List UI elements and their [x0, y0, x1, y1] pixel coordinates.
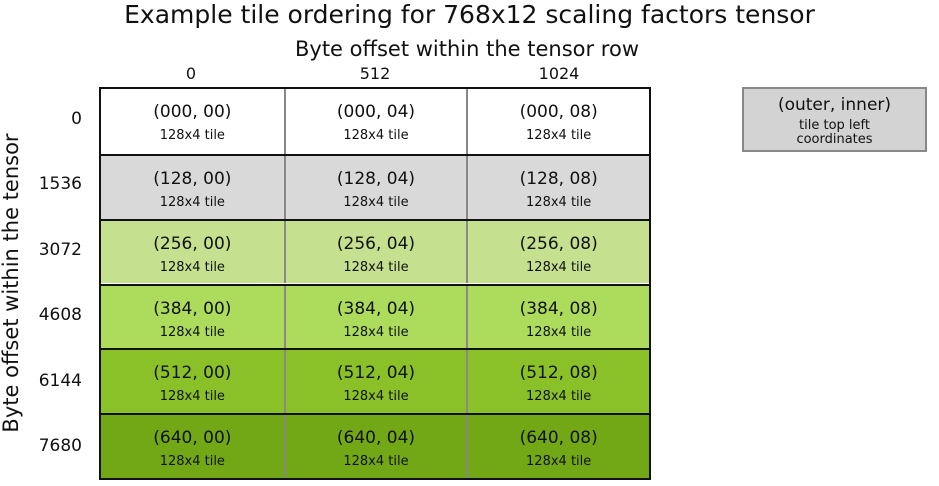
- tile-size-label: 128x4 tile: [159, 259, 225, 275]
- tile-coordinates: (512, 08): [519, 363, 598, 384]
- tile-row-3: (384, 00) 128x4 tile (384, 04) 128x4 tile (3…: [101, 283, 649, 349]
- tile-coordinates: (128, 08): [519, 168, 598, 189]
- tile-row-0: (000, 00) 128x4 tile (000, 04) 128x4 tile (0…: [101, 89, 649, 154]
- tile-coordinates: (640, 04): [336, 428, 416, 449]
- tile-size-label: 128x4 tile: [159, 324, 225, 340]
- tile-coordinates: (640, 08): [519, 428, 598, 449]
- tile-cell: (512, 04) 128x4 tile: [283, 350, 467, 414]
- tile-size-label: 128x4 tile: [526, 389, 592, 405]
- column-tick-512: 512: [359, 64, 391, 83]
- legend-description-line1: tile top left: [799, 118, 870, 133]
- row-tick-3072: 3072: [38, 240, 82, 260]
- tile-row-5: (640, 00) 128x4 tile (640, 04) 128x4 tile (6…: [101, 413, 649, 478]
- tile-cell: (384, 08) 128x4 tile: [466, 285, 649, 349]
- tile-size-label: 128x4 tile: [526, 454, 592, 470]
- tile-size-label: 128x4 tile: [526, 128, 592, 143]
- tile-size-label: 128x4 tile: [343, 324, 409, 340]
- tile-coordinates: (384, 00): [153, 298, 232, 319]
- tile-cell: (256, 08) 128x4 tile: [466, 220, 649, 284]
- row-tick-0: 0: [71, 109, 82, 129]
- tile-size-label: 128x4 tile: [343, 128, 409, 143]
- tile-cell: (128, 08) 128x4 tile: [466, 155, 649, 219]
- tile-coordinates: (128, 04): [336, 168, 416, 189]
- tile-cell: (128, 00) 128x4 tile: [101, 156, 284, 219]
- tile-cell: (128, 04) 128x4 tile: [283, 155, 467, 219]
- tile-row-4: (512, 00) 128x4 tile (512, 04) 128x4 tile (5…: [101, 348, 649, 414]
- tile-coordinates: (000, 08): [519, 102, 598, 122]
- tile-cell: (000, 08) 128x4 tile: [466, 89, 649, 154]
- tile-size-label: 128x4 tile: [343, 259, 409, 275]
- tile-size-label: 128x4 tile: [159, 194, 225, 210]
- tile-coordinates: (000, 00): [153, 102, 232, 122]
- tile-grid: (000, 00) 128x4 tile (000, 04) 128x4 tile (0…: [99, 87, 651, 480]
- tile-row-2: (256, 00) 128x4 tile (256, 04) 128x4 tile (2…: [101, 218, 649, 284]
- tile-size-label: 128x4 tile: [526, 324, 592, 340]
- tile-cell: (384, 04) 128x4 tile: [283, 285, 467, 349]
- row-tick-4608: 4608: [38, 305, 82, 325]
- tile-coordinates: (256, 08): [519, 233, 598, 254]
- tile-cell: (512, 00) 128x4 tile: [101, 350, 284, 413]
- tile-coordinates: (256, 04): [336, 233, 416, 254]
- tile-size-label: 128x4 tile: [159, 389, 225, 405]
- tile-row-1: (128, 00) 128x4 tile (128, 04) 128x4 tile (1…: [101, 153, 649, 219]
- tile-cell: (256, 00) 128x4 tile: [101, 221, 284, 284]
- diagram-title: Example tile ordering for 768x12 scaling…: [124, 0, 815, 29]
- column-tick-0: 0: [185, 64, 197, 83]
- legend-description-line2: coordinates: [796, 132, 873, 147]
- tile-cell: (256, 04) 128x4 tile: [283, 220, 467, 284]
- tile-size-label: 128x4 tile: [343, 389, 409, 405]
- legend-box: (outer, inner) tile top left coordinates: [742, 87, 927, 152]
- tile-size-label: 128x4 tile: [343, 454, 409, 470]
- row-tick-6144: 6144: [38, 371, 82, 391]
- tile-cell: (512, 08) 128x4 tile: [466, 350, 649, 414]
- tile-cell: (640, 04) 128x4 tile: [283, 415, 467, 478]
- row-tick-7680: 7680: [38, 436, 82, 456]
- tile-size-label: 128x4 tile: [526, 259, 592, 275]
- tile-size-label: 128x4 tile: [159, 128, 225, 143]
- tile-coordinates: (384, 04): [336, 298, 416, 319]
- column-axis-title: Byte offset within the tensor row: [294, 37, 640, 61]
- tile-coordinates: (256, 00): [153, 233, 232, 254]
- column-tick-1024: 1024: [538, 64, 580, 83]
- tile-cell: (640, 00) 128x4 tile: [101, 415, 284, 478]
- row-axis-title: Byte offset within the tensor: [0, 133, 23, 433]
- tile-cell: (000, 00) 128x4 tile: [101, 89, 284, 154]
- tile-cell: (000, 04) 128x4 tile: [283, 89, 467, 154]
- tile-coordinates: (640, 00): [153, 428, 232, 449]
- tile-coordinates: (384, 08): [519, 298, 598, 319]
- row-tick-1536: 1536: [38, 174, 82, 194]
- tile-size-label: 128x4 tile: [159, 454, 225, 470]
- tile-coordinates: (000, 04): [336, 102, 416, 122]
- tile-coordinates: (512, 04): [336, 363, 416, 384]
- tile-size-label: 128x4 tile: [343, 194, 409, 210]
- tile-cell: (640, 08) 128x4 tile: [466, 415, 649, 478]
- tile-size-label: 128x4 tile: [526, 194, 592, 210]
- tile-cell: (384, 00) 128x4 tile: [101, 286, 284, 349]
- legend-title: (outer, inner): [777, 95, 892, 115]
- tile-coordinates: (512, 00): [153, 363, 232, 384]
- tile-coordinates: (128, 00): [153, 168, 232, 189]
